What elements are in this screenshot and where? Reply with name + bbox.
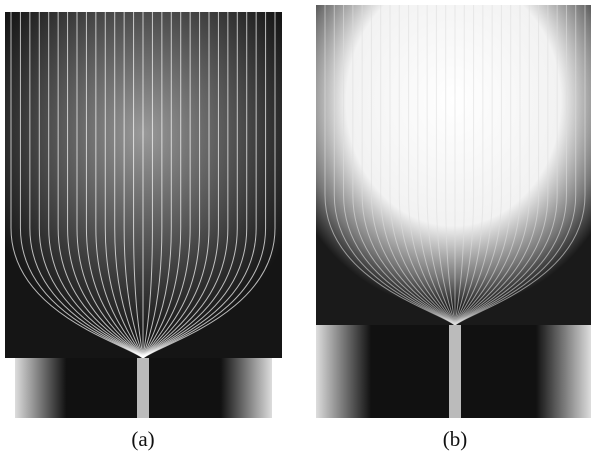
figure: (a) (b) xyxy=(0,0,594,461)
panel-b xyxy=(316,5,591,418)
photo-b xyxy=(316,5,591,325)
nozzle-a xyxy=(137,358,149,418)
panel-label: (a) xyxy=(131,427,154,451)
panel-a xyxy=(5,12,282,418)
nozzle-b xyxy=(449,325,461,418)
page: (a) (b) (() => { const data = JSON.parse… xyxy=(0,0,594,461)
panel-label: (b) xyxy=(443,427,468,451)
